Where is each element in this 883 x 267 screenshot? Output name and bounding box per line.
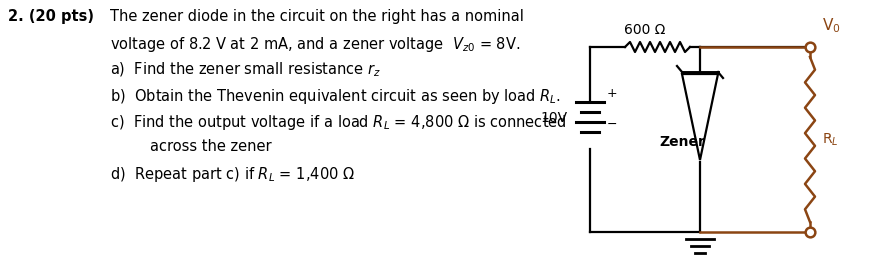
Text: d)  Repeat part c) if $R_L$ = 1,400 $\Omega$: d) Repeat part c) if $R_L$ = 1,400 $\Ome… <box>110 165 355 184</box>
Text: across the zener: across the zener <box>150 139 272 154</box>
Text: 600 Ω: 600 Ω <box>624 23 666 37</box>
Text: b)  Obtain the Thevenin equivalent circuit as seen by load $R_L$.: b) Obtain the Thevenin equivalent circui… <box>110 87 561 106</box>
Text: voltage of 8.2 V at 2 mA, and a zener voltage  $V_{z0}$ = 8V.: voltage of 8.2 V at 2 mA, and a zener vo… <box>110 35 520 54</box>
Text: The zener diode in the circuit on the right has a nominal: The zener diode in the circuit on the ri… <box>110 9 524 24</box>
Text: Zener: Zener <box>659 135 705 149</box>
Text: a)  Find the zener small resistance $r_z$: a) Find the zener small resistance $r_z$ <box>110 61 381 79</box>
Text: −: − <box>607 117 617 131</box>
Text: 10V: 10V <box>541 111 568 124</box>
Text: R$_L$: R$_L$ <box>822 131 839 148</box>
Text: c)  Find the output voltage if a load $R_L$ = 4,800 $\Omega$ is connected: c) Find the output voltage if a load $R_… <box>110 113 567 132</box>
Text: 2. (20 pts): 2. (20 pts) <box>8 9 94 24</box>
Text: V$_0$: V$_0$ <box>822 16 841 35</box>
Text: +: + <box>607 87 617 100</box>
